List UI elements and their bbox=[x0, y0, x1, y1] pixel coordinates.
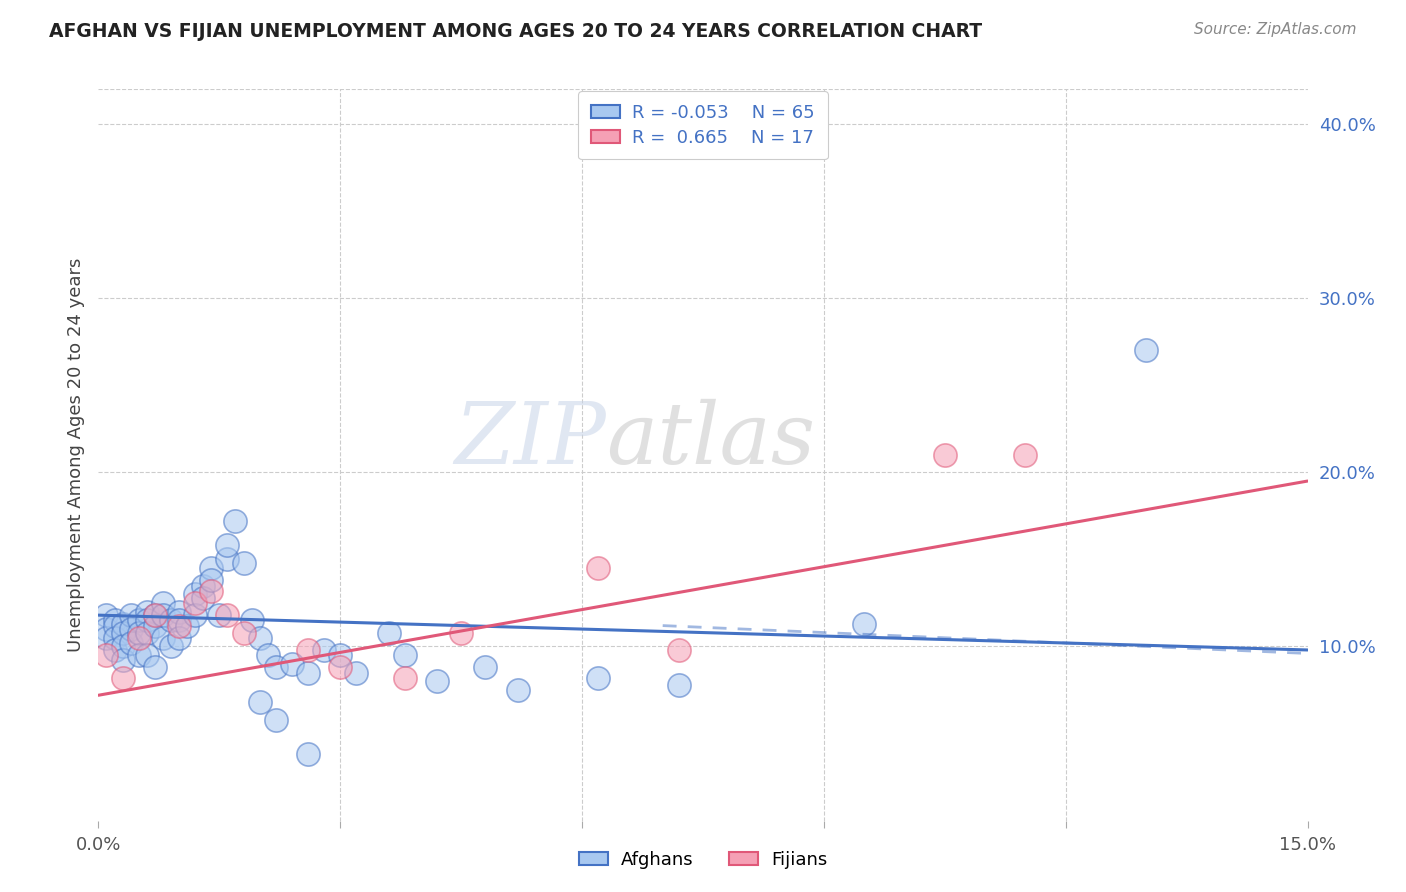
Point bbox=[167, 605, 190, 619]
Point bbox=[176, 618, 198, 632]
Point bbox=[256, 648, 278, 663]
Point bbox=[120, 608, 142, 623]
Point bbox=[111, 616, 134, 631]
Point bbox=[193, 578, 215, 592]
Point bbox=[103, 618, 125, 632]
Point bbox=[96, 608, 118, 623]
Point bbox=[314, 643, 336, 657]
Point bbox=[240, 613, 263, 627]
Point bbox=[426, 674, 449, 689]
Point bbox=[297, 643, 319, 657]
Point bbox=[184, 608, 207, 623]
Point bbox=[668, 678, 690, 692]
Point bbox=[474, 660, 496, 674]
Point bbox=[200, 574, 222, 588]
Point bbox=[111, 625, 134, 640]
Point bbox=[103, 613, 125, 627]
Point bbox=[450, 625, 472, 640]
Point bbox=[143, 608, 166, 623]
Point bbox=[281, 657, 304, 671]
Point bbox=[143, 618, 166, 632]
Point bbox=[167, 613, 190, 627]
Point bbox=[934, 448, 956, 462]
Point bbox=[586, 561, 609, 575]
Point bbox=[167, 631, 190, 645]
Point bbox=[506, 683, 529, 698]
Point bbox=[128, 613, 150, 627]
Legend: Afghans, Fijians: Afghans, Fijians bbox=[572, 844, 834, 876]
Point bbox=[160, 613, 183, 627]
Point bbox=[135, 613, 157, 627]
Text: atlas: atlas bbox=[606, 399, 815, 482]
Point bbox=[184, 596, 207, 610]
Point bbox=[217, 608, 239, 623]
Point bbox=[128, 648, 150, 663]
Point bbox=[232, 556, 254, 570]
Point bbox=[394, 648, 416, 663]
Point bbox=[297, 747, 319, 762]
Point bbox=[264, 713, 287, 727]
Point bbox=[586, 671, 609, 685]
Point bbox=[103, 643, 125, 657]
Point bbox=[200, 561, 222, 575]
Point bbox=[160, 640, 183, 654]
Point bbox=[143, 608, 166, 623]
Y-axis label: Unemployment Among Ages 20 to 24 years: Unemployment Among Ages 20 to 24 years bbox=[66, 258, 84, 652]
Point bbox=[249, 631, 271, 645]
Point bbox=[1014, 448, 1036, 462]
Point bbox=[668, 643, 690, 657]
Text: ZIP: ZIP bbox=[454, 399, 606, 482]
Point bbox=[128, 631, 150, 645]
Text: AFGHAN VS FIJIAN UNEMPLOYMENT AMONG AGES 20 TO 24 YEARS CORRELATION CHART: AFGHAN VS FIJIAN UNEMPLOYMENT AMONG AGES… bbox=[49, 22, 983, 41]
Point bbox=[329, 660, 352, 674]
Point bbox=[96, 648, 118, 663]
Point bbox=[135, 605, 157, 619]
Point bbox=[96, 631, 118, 645]
Point bbox=[152, 596, 174, 610]
Point bbox=[111, 671, 134, 685]
Point bbox=[329, 648, 352, 663]
Point bbox=[120, 622, 142, 636]
Point bbox=[103, 631, 125, 645]
Point bbox=[167, 618, 190, 632]
Point bbox=[96, 622, 118, 636]
Text: Source: ZipAtlas.com: Source: ZipAtlas.com bbox=[1194, 22, 1357, 37]
Point bbox=[111, 640, 134, 654]
Point bbox=[135, 625, 157, 640]
Point bbox=[377, 625, 399, 640]
Point bbox=[200, 583, 222, 598]
Point bbox=[143, 660, 166, 674]
Point bbox=[111, 653, 134, 667]
Legend: R = -0.053    N = 65, R =  0.665    N = 17: R = -0.053 N = 65, R = 0.665 N = 17 bbox=[578, 91, 828, 160]
Point bbox=[135, 648, 157, 663]
Point bbox=[152, 608, 174, 623]
Point bbox=[217, 539, 239, 553]
Point bbox=[1135, 343, 1157, 358]
Point bbox=[232, 625, 254, 640]
Point bbox=[152, 631, 174, 645]
Point bbox=[853, 616, 876, 631]
Point bbox=[394, 671, 416, 685]
Point bbox=[217, 552, 239, 566]
Point bbox=[128, 625, 150, 640]
Point bbox=[193, 591, 215, 605]
Point bbox=[208, 608, 231, 623]
Point bbox=[264, 660, 287, 674]
Point bbox=[224, 514, 246, 528]
Point bbox=[344, 665, 367, 680]
Point bbox=[297, 665, 319, 680]
Point bbox=[249, 695, 271, 709]
Point bbox=[184, 587, 207, 601]
Point bbox=[120, 636, 142, 650]
